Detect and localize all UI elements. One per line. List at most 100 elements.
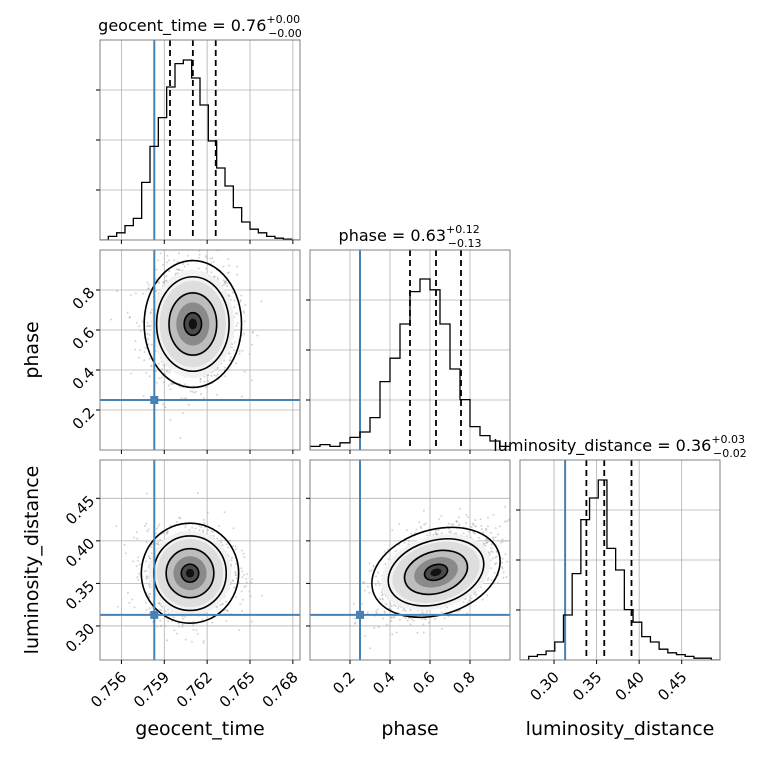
sample-point — [142, 395, 145, 398]
sample-point — [145, 577, 148, 580]
sample-point — [160, 376, 163, 379]
sample-point — [250, 581, 253, 584]
sample-point — [408, 617, 411, 619]
y-tick-label: 0.6 — [69, 324, 99, 354]
histogram-geocent_time — [100, 59, 300, 240]
sample-point — [455, 520, 458, 523]
sample-point — [147, 287, 149, 290]
sample-point — [177, 268, 180, 271]
sample-point — [182, 262, 185, 265]
sample-point — [158, 602, 160, 605]
sample-point — [201, 619, 204, 622]
sample-point — [456, 521, 459, 523]
sample-point — [227, 546, 230, 549]
x-tick-label: 0.4 — [369, 668, 399, 698]
sample-point — [473, 524, 476, 527]
sample-point — [398, 618, 401, 621]
sample-point — [191, 526, 194, 529]
sample-point — [150, 552, 153, 555]
truth-marker — [356, 610, 364, 619]
sample-point — [227, 257, 230, 260]
sample-point — [145, 576, 148, 578]
sample-point — [474, 525, 477, 528]
sample-point — [232, 527, 235, 530]
sample-point — [510, 551, 512, 553]
sample-point — [243, 585, 246, 588]
sample-point — [162, 403, 165, 405]
sample-point — [148, 555, 150, 558]
sample-point — [145, 575, 148, 578]
hist-panel-geocent_time — [96, 39, 301, 244]
sample-point — [235, 563, 237, 565]
sample-point — [364, 634, 367, 637]
sample-point — [225, 600, 227, 603]
sample-point — [409, 623, 412, 626]
sample-point — [422, 509, 425, 512]
sample-point — [238, 352, 241, 355]
sample-point — [487, 577, 490, 580]
sample-point — [198, 253, 201, 256]
sample-point — [244, 304, 247, 306]
sample-point — [178, 516, 180, 519]
sample-point — [457, 516, 460, 519]
sample-point — [529, 574, 531, 576]
sample-point — [143, 359, 146, 362]
sample-point — [485, 528, 488, 531]
sample-point — [212, 260, 215, 263]
sample-point — [231, 346, 233, 349]
sample-point — [224, 366, 226, 369]
sample-point — [480, 524, 483, 527]
sample-point — [362, 581, 365, 584]
hist-panel-phase — [306, 249, 511, 454]
sample-point — [406, 619, 409, 622]
sample-point — [239, 603, 242, 605]
sample-point — [230, 298, 233, 301]
sample-point — [485, 538, 488, 541]
sample-point — [148, 596, 151, 599]
sample-point — [241, 349, 244, 352]
sample-point — [491, 557, 494, 560]
y-tick-label: 0.35 — [62, 577, 98, 613]
sample-point — [179, 517, 182, 520]
sample-point — [216, 537, 219, 540]
sample-point — [155, 290, 158, 293]
sample-point — [384, 563, 387, 565]
sample-point — [380, 591, 383, 594]
sample-point — [394, 604, 397, 607]
sample-point — [138, 349, 141, 352]
joint-panel-phase-luminosity_distance — [306, 459, 531, 664]
sample-point — [490, 550, 493, 553]
sample-point — [132, 536, 135, 539]
sample-point — [156, 543, 159, 545]
sample-point — [177, 268, 180, 271]
x-tick-label: 0.756 — [87, 668, 130, 711]
sample-point — [159, 538, 162, 541]
sample-point — [501, 566, 504, 569]
sample-point — [184, 615, 187, 618]
sample-point — [110, 318, 113, 321]
sample-point — [243, 370, 246, 373]
sample-point — [427, 621, 430, 624]
sample-point — [501, 567, 504, 570]
sample-point — [150, 545, 153, 548]
sample-point — [192, 620, 195, 623]
sample-point — [235, 265, 238, 268]
sample-point — [422, 631, 425, 634]
sample-point — [437, 529, 440, 532]
sample-point — [424, 618, 427, 621]
sample-point — [449, 529, 452, 532]
sample-point — [172, 616, 175, 619]
contour-line — [168, 292, 218, 356]
sample-point — [166, 639, 169, 642]
sample-point — [178, 252, 181, 255]
sample-point — [157, 602, 160, 605]
sample-point — [131, 598, 134, 601]
sample-point — [353, 617, 356, 620]
sample-point — [145, 560, 148, 563]
sample-point — [477, 536, 480, 539]
sample-point — [145, 608, 148, 611]
sample-point — [366, 611, 369, 614]
sample-point — [424, 522, 427, 525]
sample-point — [467, 530, 470, 533]
